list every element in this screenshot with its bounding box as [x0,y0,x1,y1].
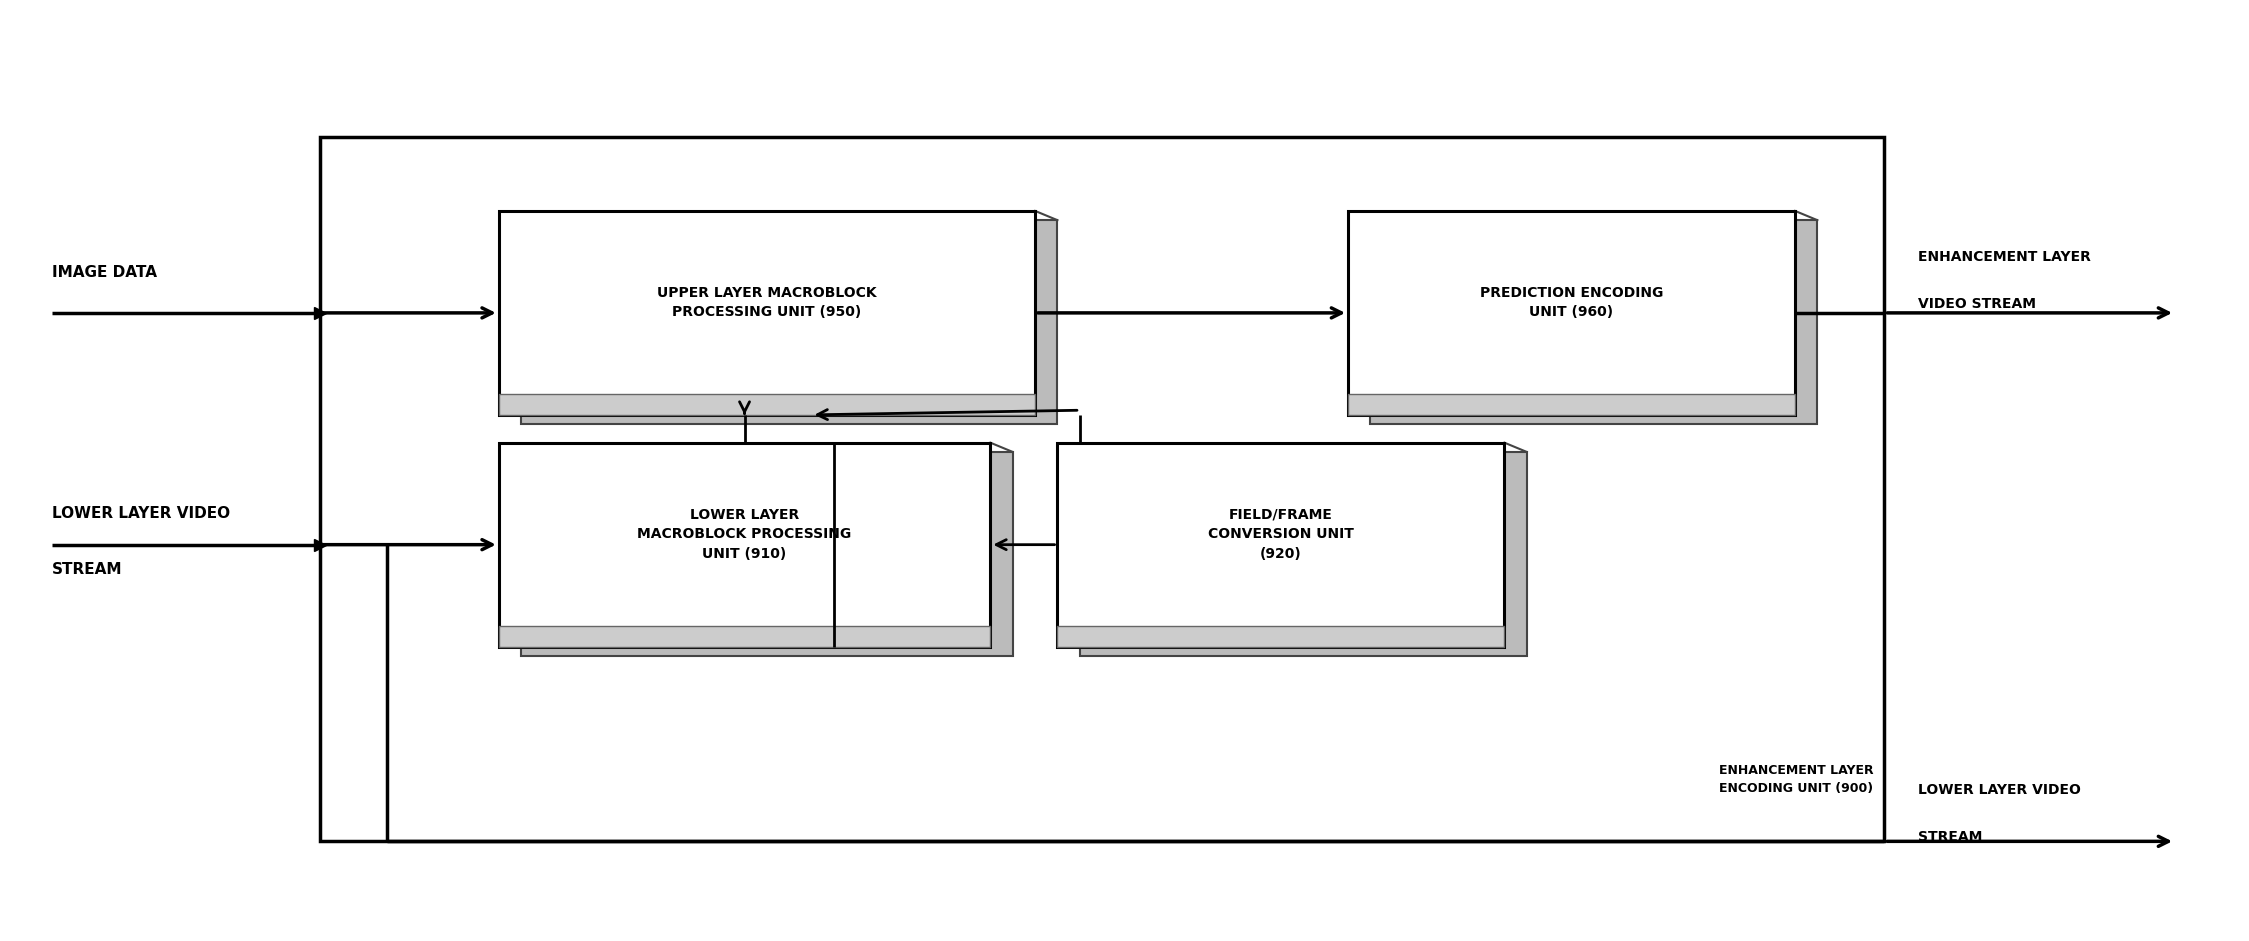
Bar [1347,394,1795,415]
Bar [499,394,1035,415]
Bar [1347,211,1795,415]
Text: ENHANCEMENT LAYER: ENHANCEMENT LAYER [1918,250,2092,264]
Bar [1080,452,1527,656]
Bar [499,394,1035,415]
Text: LOWER LAYER
MACROBLOCK PROCESSING
UNIT (910): LOWER LAYER MACROBLOCK PROCESSING UNIT (… [636,508,852,561]
Text: FIELD/FRAME
CONVERSION UNIT
(920): FIELD/FRAME CONVERSION UNIT (920) [1208,508,1354,561]
Text: IMAGE DATA: IMAGE DATA [52,265,157,280]
Bar [1057,442,1505,646]
Bar [1057,627,1505,646]
Text: VIDEO STREAM: VIDEO STREAM [1918,296,2035,311]
Bar [522,452,1012,656]
Text: PREDICTION ENCODING
UNIT (960): PREDICTION ENCODING UNIT (960) [1480,286,1664,319]
Text: LOWER LAYER VIDEO: LOWER LAYER VIDEO [52,506,229,521]
Text: ENHANCEMENT LAYER
ENCODING UNIT (900): ENHANCEMENT LAYER ENCODING UNIT (900) [1718,764,1873,795]
Text: LOWER LAYER VIDEO: LOWER LAYER VIDEO [1918,783,2080,797]
Bar [319,136,1885,841]
Bar [499,627,990,646]
Bar [1057,627,1505,646]
Text: UPPER LAYER MACROBLOCK
PROCESSING UNIT (950): UPPER LAYER MACROBLOCK PROCESSING UNIT (… [657,286,877,319]
Text: STREAM: STREAM [1918,830,1981,844]
Bar [522,220,1057,424]
Bar [1347,394,1795,415]
Bar [499,627,990,646]
Text: STREAM: STREAM [52,562,121,577]
Bar [499,211,1035,415]
Bar [499,442,990,646]
Bar [1370,220,1817,424]
